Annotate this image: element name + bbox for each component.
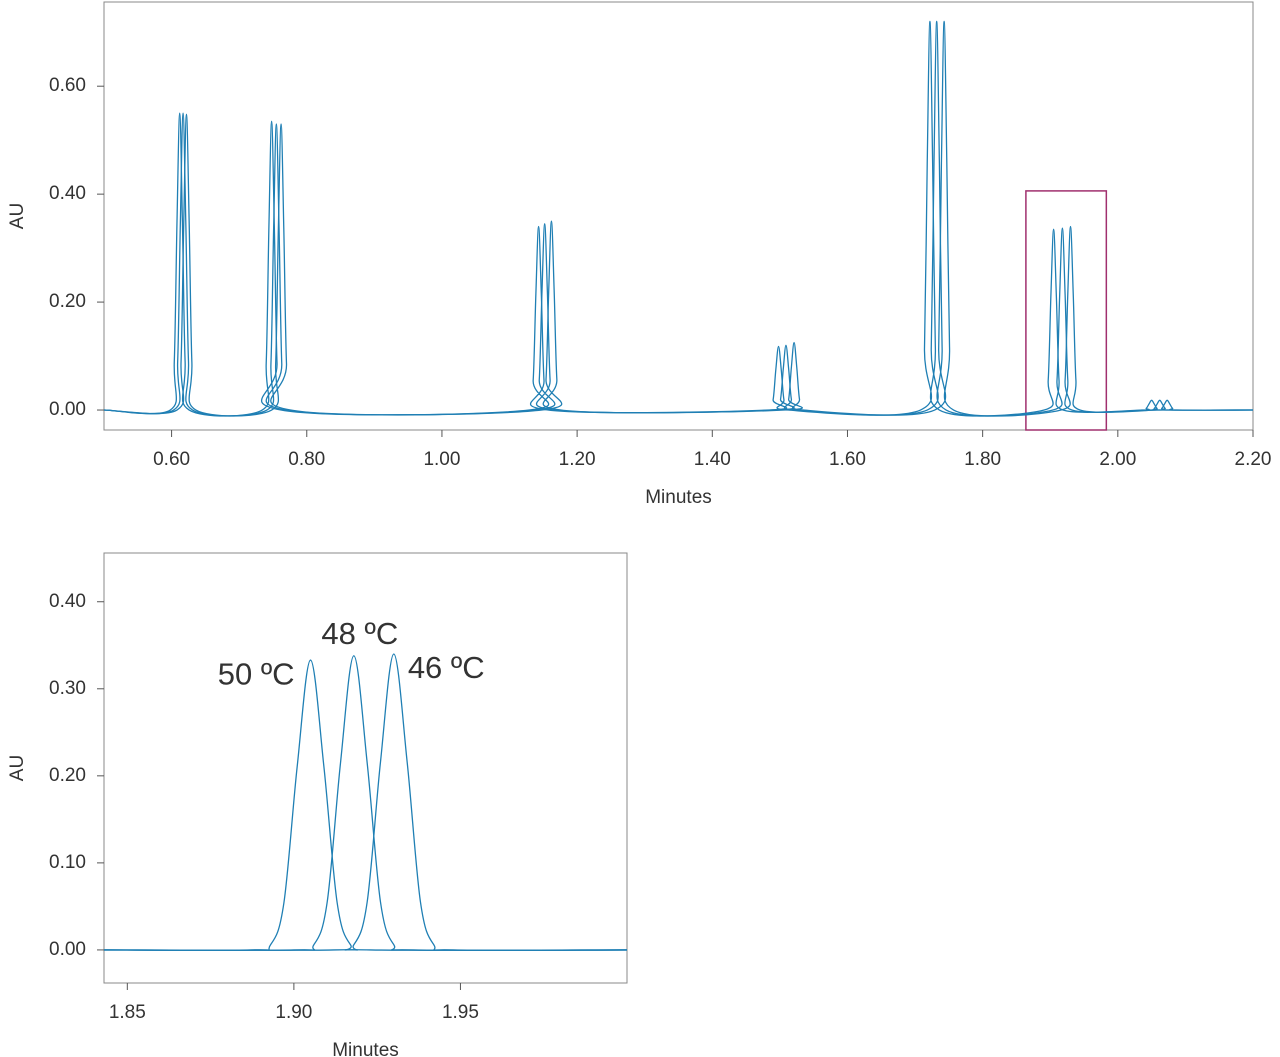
x-axis-label: Minutes [645,487,712,508]
y-axis-label: AU [7,203,28,229]
trace [103,20,1254,417]
y-tick-label: 0.00 [49,939,86,960]
trace [103,20,1254,417]
y-tick-label: 0.20 [49,291,86,312]
plot-frame [103,552,628,984]
x-tick-label: 1.95 [442,1002,479,1023]
y-tick-label: 0.60 [49,75,86,96]
x-tick-label: 1.00 [423,449,460,470]
trace [103,653,628,951]
y-tick-label: 0.30 [49,678,86,699]
y-tick-label: 0.00 [49,399,86,420]
x-tick-label: 1.90 [275,1002,312,1023]
x-tick-label: 1.40 [694,449,731,470]
series-label: 46 ºC [408,650,485,685]
series-label: 50 ºC [218,656,295,691]
y-axis-label: AU [7,755,28,781]
x-tick-label: 1.80 [964,449,1001,470]
y-tick-label: 0.40 [49,591,86,612]
y-tick-label: 0.10 [49,852,86,873]
y-tick-label: 0.40 [49,183,86,204]
x-tick-label: 0.60 [153,449,190,470]
trace [103,20,1254,417]
x-tick-label: 0.80 [288,449,325,470]
x-tick-label: 1.60 [829,449,866,470]
trace [103,655,628,951]
y-tick-label: 0.20 [49,765,86,786]
series-label: 48 ºC [321,616,398,651]
zoom-box [1025,190,1108,431]
x-tick-label: 1.20 [559,449,596,470]
x-tick-label: 1.85 [109,1002,146,1023]
x-tick-label: 2.00 [1099,449,1136,470]
x-axis-label: Minutes [332,1040,399,1057]
trace [103,659,628,951]
plot-frame [103,1,1254,431]
x-tick-label: 2.20 [1235,449,1272,470]
